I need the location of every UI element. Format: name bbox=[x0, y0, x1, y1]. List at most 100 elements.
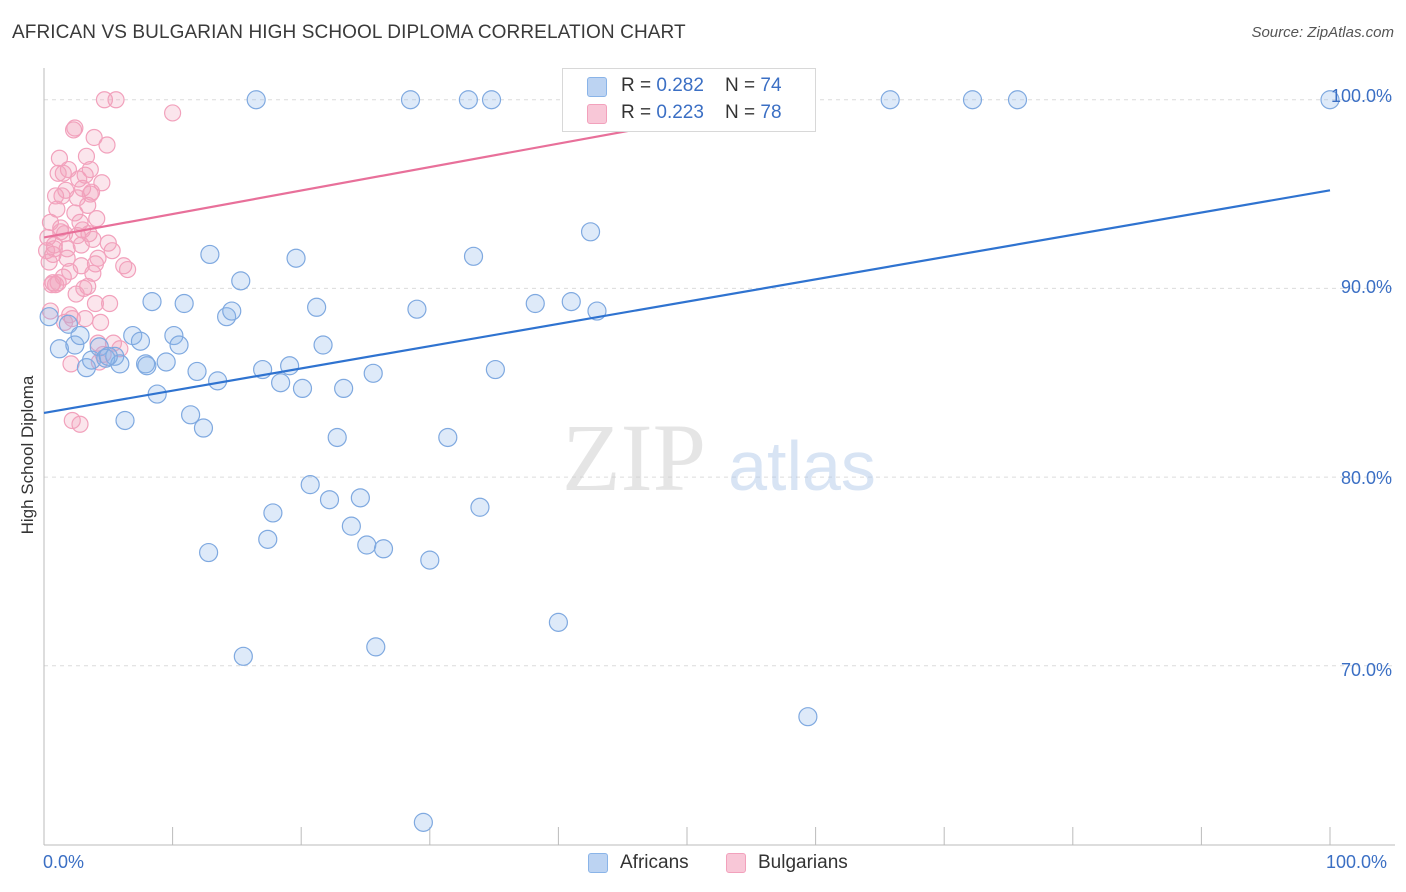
bulgarian-point[interactable] bbox=[77, 147, 96, 165]
african-point[interactable] bbox=[366, 637, 386, 657]
african-point[interactable] bbox=[70, 325, 90, 346]
african-point[interactable] bbox=[413, 812, 433, 832]
african-point[interactable] bbox=[407, 299, 427, 319]
african-point[interactable] bbox=[341, 516, 361, 536]
african-point[interactable] bbox=[115, 410, 135, 431]
african-point[interactable] bbox=[199, 542, 219, 563]
african-point[interactable] bbox=[292, 378, 313, 399]
african-point[interactable] bbox=[363, 363, 383, 383]
african-point[interactable] bbox=[880, 90, 900, 110]
bulgarian-point[interactable] bbox=[66, 119, 84, 137]
bulgarian-point[interactable] bbox=[68, 189, 87, 207]
african-point[interactable] bbox=[481, 90, 502, 110]
african-point[interactable] bbox=[334, 378, 354, 399]
bulgarian-point[interactable] bbox=[107, 91, 125, 109]
african-point[interactable] bbox=[231, 271, 251, 291]
african-point[interactable] bbox=[110, 354, 130, 374]
african-point[interactable] bbox=[420, 550, 440, 570]
african-point[interactable] bbox=[156, 352, 176, 372]
african-point[interactable] bbox=[137, 356, 157, 376]
african-point[interactable] bbox=[580, 222, 601, 242]
bulgarian-point[interactable] bbox=[46, 276, 65, 294]
african-point[interactable] bbox=[98, 346, 118, 366]
african-point[interactable] bbox=[1320, 90, 1340, 110]
bulgarian-point[interactable] bbox=[98, 136, 116, 154]
african-point[interactable] bbox=[246, 90, 266, 110]
bulgarian-point[interactable] bbox=[46, 187, 65, 205]
african-point[interactable] bbox=[39, 307, 59, 327]
african-point[interactable] bbox=[200, 244, 220, 265]
bulgarian-point[interactable] bbox=[118, 260, 137, 279]
bulgarian-point[interactable] bbox=[49, 274, 67, 292]
bulgarian-point[interactable] bbox=[79, 277, 97, 296]
bulgarian-point[interactable] bbox=[71, 415, 89, 433]
african-point[interactable] bbox=[174, 293, 194, 314]
african-point[interactable] bbox=[548, 612, 569, 632]
african-point[interactable] bbox=[58, 314, 79, 334]
african-point[interactable] bbox=[798, 707, 818, 727]
african-point[interactable] bbox=[438, 427, 458, 448]
african-point[interactable] bbox=[350, 488, 370, 508]
bulgarian-point[interactable] bbox=[45, 240, 63, 258]
bulgarian-point[interactable] bbox=[88, 210, 106, 228]
legend-item-africans[interactable]: Africans bbox=[588, 852, 689, 874]
african-point[interactable] bbox=[313, 335, 333, 355]
african-point[interactable] bbox=[142, 292, 162, 312]
africans-n-value: 74 bbox=[760, 75, 782, 96]
african-point[interactable] bbox=[181, 405, 201, 425]
legend-item-bulgarians[interactable]: Bulgarians bbox=[726, 852, 848, 874]
african-point[interactable] bbox=[271, 373, 291, 393]
bulgarian-point[interactable] bbox=[62, 355, 80, 373]
bulgarian-point[interactable] bbox=[52, 223, 70, 241]
bulgarian-point[interactable] bbox=[81, 160, 99, 179]
african-point[interactable] bbox=[458, 90, 478, 110]
bulgarian-point[interactable] bbox=[50, 149, 69, 167]
african-point[interactable] bbox=[300, 475, 320, 495]
african-point[interactable] bbox=[962, 90, 983, 110]
bulgarian-point[interactable] bbox=[86, 294, 105, 313]
african-point[interactable] bbox=[470, 497, 490, 517]
african-point[interactable] bbox=[263, 503, 283, 523]
bulgarian-point[interactable] bbox=[49, 164, 67, 182]
bulgarian-point[interactable] bbox=[63, 309, 81, 328]
african-point[interactable] bbox=[65, 335, 85, 355]
african-point[interactable] bbox=[217, 307, 237, 327]
bulgarian-point[interactable] bbox=[164, 104, 182, 122]
bulgarian-point[interactable] bbox=[100, 294, 119, 313]
african-point[interactable] bbox=[319, 490, 340, 510]
bulgarian-point[interactable] bbox=[58, 249, 76, 267]
african-point[interactable] bbox=[327, 427, 347, 448]
african-point[interactable] bbox=[400, 90, 421, 110]
african-point[interactable] bbox=[525, 293, 545, 314]
african-point[interactable] bbox=[233, 646, 253, 666]
bulgarian-point[interactable] bbox=[53, 187, 71, 205]
african-point[interactable] bbox=[561, 292, 581, 312]
bulgarian-point[interactable] bbox=[89, 249, 107, 267]
african-point[interactable] bbox=[485, 359, 505, 380]
african-point[interactable] bbox=[222, 301, 242, 321]
african-point[interactable] bbox=[164, 325, 184, 346]
african-point[interactable] bbox=[307, 297, 327, 317]
bulgarian-point[interactable] bbox=[48, 200, 66, 218]
bulgarian-point[interactable] bbox=[61, 262, 79, 281]
african-point[interactable] bbox=[373, 539, 394, 559]
bulgarian-point[interactable] bbox=[76, 309, 94, 328]
african-point[interactable] bbox=[49, 339, 70, 359]
african-point[interactable] bbox=[357, 535, 377, 555]
african-point[interactable] bbox=[187, 361, 207, 382]
bulgarian-point[interactable] bbox=[72, 236, 90, 254]
african-point[interactable] bbox=[169, 335, 189, 355]
african-point[interactable] bbox=[130, 331, 151, 351]
bulgarian-point[interactable] bbox=[85, 128, 103, 147]
african-point[interactable] bbox=[463, 246, 484, 266]
bulgarian-point[interactable] bbox=[91, 313, 110, 331]
bulgarian-point[interactable] bbox=[81, 185, 99, 203]
bulgarian-point[interactable] bbox=[93, 174, 111, 192]
african-point[interactable] bbox=[1007, 90, 1028, 110]
bulgarian-point[interactable] bbox=[103, 242, 121, 260]
bulgarian-point[interactable] bbox=[54, 164, 72, 182]
african-point[interactable] bbox=[193, 418, 214, 438]
african-point[interactable] bbox=[286, 248, 306, 268]
bulgarian-point[interactable] bbox=[44, 274, 62, 292]
african-point[interactable] bbox=[258, 529, 278, 549]
